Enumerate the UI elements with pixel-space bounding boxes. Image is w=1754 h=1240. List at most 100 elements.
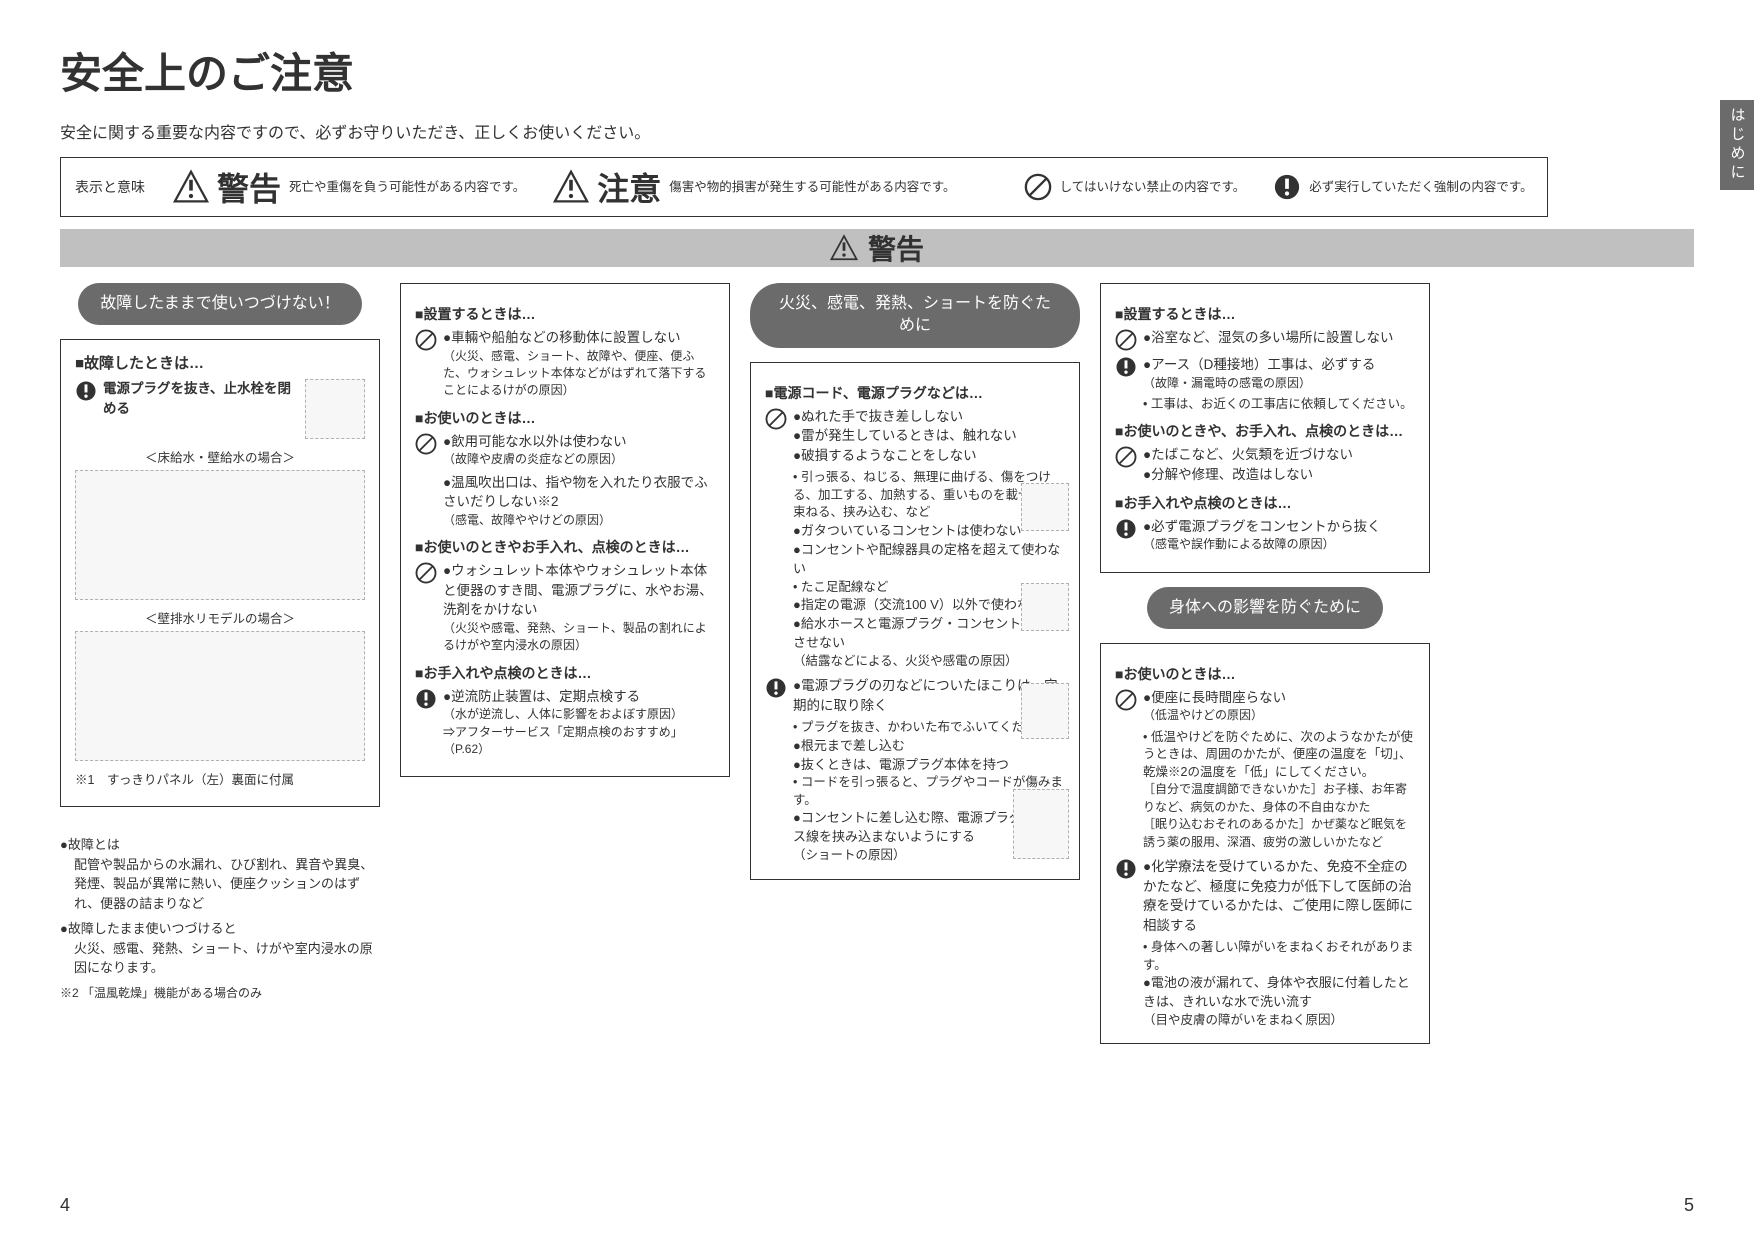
h-use-clean: ■お使いのときやお手入れ、点検のときは… xyxy=(415,537,715,557)
b-disassemble: ●分解や修理、改造はしない xyxy=(1143,465,1415,485)
b-chemo: ●化学療法を受けているかた、免疫不全症のかたなど、極度に免疫力が低下して医師の治… xyxy=(1143,857,1415,935)
b-water-note: （故障や皮膚の炎症などの原因） xyxy=(443,451,715,468)
b-vehicle-note: （火災、感電、ショート、故障や、便座、便ふた、ウォシュレット本体などがはずれて落… xyxy=(443,348,715,400)
fn1-head: ●故障とは xyxy=(60,835,380,855)
h4b-use: ■お使いのときは… xyxy=(1115,664,1415,684)
b-chemo-sub: • 身体への著しい障がいをまねくおそれがあります。 xyxy=(1143,939,1415,974)
b-rating: ●コンセントや配線器具の定格を超えて使わない xyxy=(793,541,1065,579)
columns: 故障したままで使いつづけない！ ■故障したときは… 電源プラグを抜き、止水栓を閉… xyxy=(60,283,1694,1044)
warning-triangle-icon xyxy=(173,169,209,205)
prohibit-icon xyxy=(415,329,437,351)
mandatory-icon xyxy=(1115,518,1137,540)
b-backflow: ●逆流防止装置は、定期点検する xyxy=(443,687,715,707)
legend-row: 表示と意味 警告 死亡や重傷を負う可能性がある内容です。 注意 傷害や物的損害が… xyxy=(60,157,1548,217)
page-title: 安全上のご注意 xyxy=(60,40,1694,101)
valve-illustration-2 xyxy=(75,631,365,761)
mandatory-icon xyxy=(415,688,437,710)
b-dryer: ●温風吹出口は、指や物を入れたり衣服でふさいだりしない※2 xyxy=(443,473,715,512)
b-nowater: ●ウォシュレット本体やウォシュレット本体と便器のすき間、電源プラグに、水やお湯、… xyxy=(443,561,715,620)
b-longsit-s1: • 低温やけどを防ぐために、次のようなかたが使うときは、周囲のかたが、便座の温度… xyxy=(1143,729,1415,782)
prohibit-icon xyxy=(1024,173,1052,201)
column-4: ■設置するときは… ●浴室など、湿気の多い場所に設置しない ●アース（D種接地）… xyxy=(1100,283,1430,1044)
column-3: 火災、感電、発熱、ショートを防ぐために ■電源コード、電源プラグなどは… ●ぬれ… xyxy=(750,283,1080,880)
prohibit-icon xyxy=(1115,689,1137,711)
column-2: ■設置するときは… ●車輛や船舶などの移動体に設置しない （火災、感電、ショート… xyxy=(400,283,730,777)
caution-label: 注意 xyxy=(597,164,661,210)
fn1-body: 配管や製品からの水漏れ、ひび割れ、異音や異臭、発煙、製品が異常に熱い、便座クッシ… xyxy=(74,855,380,914)
b-unplug2-note: （感電や誤作動による故障の原因） xyxy=(1143,536,1415,553)
box-col4b: ■お使いのときは… ●便座に長時間座らない （低温やけどの原因） • 低温やけど… xyxy=(1100,643,1430,1044)
section-triangle-icon xyxy=(830,234,858,262)
plug-illus-b xyxy=(1021,583,1069,631)
box-col3: ■電源コード、電源プラグなどは… ●ぬれた手で抜き差ししない ●雷が発生している… xyxy=(750,362,1080,880)
h4a-install: ■設置するときは… xyxy=(1115,304,1415,324)
mandatory-icon xyxy=(1115,356,1137,378)
mandatory-icon xyxy=(765,677,787,699)
h4a-clean: ■お手入れや点検のときは… xyxy=(1115,493,1415,513)
b-unplug2: ●必ず電源プラグをコンセントから抜く xyxy=(1143,517,1415,537)
h-use: ■お使いのときは… xyxy=(415,408,715,428)
b-water: ●飲用可能な水以外は使わない xyxy=(443,432,715,452)
unplug-text: 電源プラグを抜き、止水栓を閉める xyxy=(103,379,299,418)
b-battery: ●電池の液が漏れて、身体や衣服に付着したときは、きれいな水で洗い流す xyxy=(1143,974,1415,1012)
b-longsit: ●便座に長時間座らない xyxy=(1143,688,1415,708)
b-wet: ●ぬれた手で抜き差ししない xyxy=(793,407,1065,427)
caption-wall: ＜壁排水リモデルの場合＞ xyxy=(75,608,365,627)
h-clean: ■お手入れや点検のときは… xyxy=(415,663,715,683)
caption-floor: ＜床給水・壁給水の場合＞ xyxy=(75,447,365,466)
b-dryer-note: （感電、故障ややけどの原因） xyxy=(443,512,715,529)
box-col4a: ■設置するときは… ●浴室など、湿気の多い場所に設置しない ●アース（D種接地）… xyxy=(1100,283,1430,573)
page-num-right: 5 xyxy=(1684,1195,1694,1216)
fn2-head: ●故障したまま使いつづけると xyxy=(60,919,380,939)
mandatory-icon xyxy=(1115,858,1137,880)
b-hose-note: （結露などによる、火災や感電の原因） xyxy=(793,653,1065,671)
plug-illus-d xyxy=(1013,789,1069,859)
b-k1: ［自分で温度調節できないかた］お子様、お年寄りなど、病気のかた、身体の不自由なか… xyxy=(1143,781,1415,816)
b-earth-sub: • 工事は、お近くの工事店に依頼してください。 xyxy=(1143,396,1415,414)
b-earth: ●アース（D種接地）工事は、必ずする xyxy=(1143,355,1415,375)
fn2-body: 火災、感電、発熱、ショート、けがや室内浸水の原因になります。 xyxy=(74,939,380,978)
note-panel: ※1 すっきりパネル（左）裏面に付属 xyxy=(75,769,365,788)
b-nowater-note: （火災や感電、発熱、ショート、製品の割れによるけがや室内浸水の原因） xyxy=(443,620,715,655)
section-bar: 警告 xyxy=(60,229,1694,267)
column-1: 故障したままで使いつづけない！ ■故障したときは… 電源プラグを抜き、止水栓を閉… xyxy=(60,283,380,1002)
box-col2: ■設置するときは… ●車輛や船舶などの移動体に設置しない （火災、感電、ショート… xyxy=(400,283,730,777)
b-longsit-note: （低温やけどの原因） xyxy=(1143,707,1415,724)
b-battery-note: （目や皮膚の障がいをまねく原因） xyxy=(1143,1012,1415,1030)
valve-illustration-1 xyxy=(75,470,365,600)
mandatory-icon xyxy=(1273,173,1301,201)
b-hold: ●抜くときは、電源プラグ本体を持つ xyxy=(793,756,1065,775)
fn3: ※2 「温風乾燥」機能がある場合のみ xyxy=(60,984,380,1002)
b-vehicle: ●車輛や船舶などの移動体に設置しない xyxy=(443,328,715,348)
b-backflow-note: （水が逆流し、人体に影響をおよぼす原因） xyxy=(443,706,715,723)
caution-triangle-icon xyxy=(553,169,589,205)
prohibit-desc: してはいけない禁止の内容です。 xyxy=(1060,179,1246,195)
b-thunder: ●雷が発生しているときは、触れない xyxy=(793,426,1065,446)
plug-illustration xyxy=(305,379,365,439)
caution-desc: 傷害や物的損害が発生する可能性がある内容です。 xyxy=(669,179,955,195)
subtitle: 安全に関する重要な内容ですので、必ずお守りいただき、正しくお使いください。 xyxy=(60,119,1694,143)
page-num-left: 4 xyxy=(60,1195,70,1216)
b-tobacco: ●たばこなど、火気類を近づけない xyxy=(1143,445,1415,465)
b-insert: ●根元まで差し込む xyxy=(793,737,1065,756)
warning-desc: 死亡や重傷を負う可能性がある内容です。 xyxy=(289,179,525,195)
warning-label: 警告 xyxy=(217,164,281,210)
b-k2: ［眠り込むおそれのあるかた］かぜ薬など眠気を誘う薬の服用、深酒、疲労の激しいかた… xyxy=(1143,816,1415,851)
h-cord: ■電源コード、電源プラグなどは… xyxy=(765,383,1065,403)
box-malfunction: ■故障したときは… 電源プラグを抜き、止水栓を閉める ＜床給水・壁給水の場合＞ … xyxy=(60,339,380,807)
footnotes-col1: ●故障とは 配管や製品からの水漏れ、ひび割れ、異音や異臭、発煙、製品が異常に熱い… xyxy=(60,835,380,1002)
b-backflow-ref: ⇒アフターサービス「定期点検のおすすめ」（P.62） xyxy=(443,724,715,759)
h4a-use: ■お使いのときや、お手入れ、点検のときは… xyxy=(1115,421,1415,441)
b-bath: ●浴室など、湿気の多い場所に設置しない xyxy=(1143,328,1415,348)
prohibit-icon xyxy=(415,433,437,455)
side-tab: はじめに xyxy=(1720,100,1754,190)
plug-illus-c xyxy=(1021,683,1069,739)
prohibit-icon xyxy=(1115,446,1137,468)
plug-illus-a xyxy=(1021,483,1069,531)
legend-lead: 表示と意味 xyxy=(75,177,145,197)
b-damage: ●破損するようなことをしない xyxy=(793,446,1065,466)
section-label: 警告 xyxy=(868,228,924,268)
box-title: ■故障したときは… xyxy=(75,352,365,373)
prohibit-icon xyxy=(765,408,787,430)
pill-fire: 火災、感電、発熱、ショートを防ぐために xyxy=(750,283,1080,348)
